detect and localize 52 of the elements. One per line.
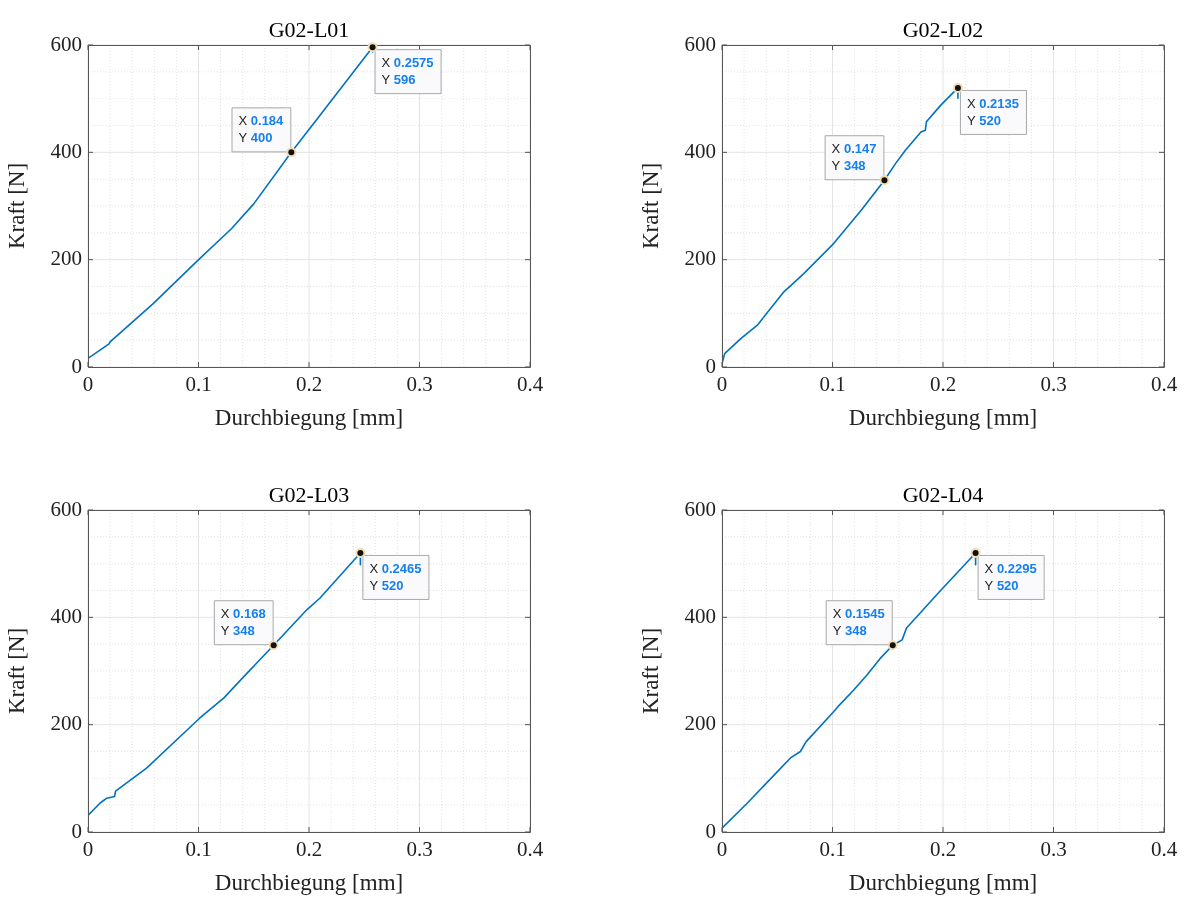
y-tick-label: 600 [50, 31, 82, 56]
y-tick-label: 0 [705, 353, 716, 378]
y-tick-label: 600 [50, 496, 82, 521]
x-tick-label: 0.3 [406, 372, 433, 397]
y-tick-label: 600 [684, 31, 716, 56]
y-axis-title: Kraft [N] [3, 627, 29, 715]
annotation: X 0.2135 Y 520 [966, 95, 1019, 128]
x-tick-label: 0.1 [185, 372, 212, 397]
y-tick-label: 400 [684, 138, 716, 163]
x-tick-label: 0.1 [819, 372, 846, 397]
annotation: X 0.168 Y 348 [220, 605, 266, 638]
x-tick-label: 0.2 [929, 837, 957, 862]
y-tick-label: 0 [71, 818, 82, 843]
x-tick-label: 0.1 [185, 837, 212, 862]
annotation: X 0.147 Y 348 [831, 140, 877, 173]
y-tick-label: 200 [50, 246, 82, 271]
x-tick-label: 0.3 [1040, 837, 1067, 862]
y-tick-label: 200 [684, 246, 716, 271]
x-tick-label: 0.4 [516, 372, 544, 397]
y-tick-label: 0 [71, 353, 82, 378]
annotation: X 0.2465 Y 520 [369, 560, 422, 593]
x-tick-label: 0.2 [295, 372, 323, 397]
chart-title: G02-L03 [268, 482, 350, 507]
y-tick-label: 400 [684, 603, 716, 628]
x-tick-label: 0.3 [1040, 372, 1067, 397]
annotation: X 0.2575 Y 596 [381, 54, 434, 87]
chart-title: G02-L04 [902, 482, 984, 507]
x-tick-label: 0.2 [295, 837, 323, 862]
y-tick-label: 600 [684, 496, 716, 521]
x-tick-label: 0.4 [1150, 372, 1178, 397]
x-tick-label: 0.4 [1150, 837, 1178, 862]
y-tick-label: 400 [50, 138, 82, 163]
x-axis-title: Durchbiegung [mm] [214, 870, 404, 896]
y-axis-title: Kraft [N] [637, 162, 663, 250]
y-tick-label: 200 [684, 711, 716, 736]
y-axis-title: Kraft [N] [637, 627, 663, 715]
x-tick-label: 0.1 [819, 837, 846, 862]
chart-title: G02-L01 [268, 17, 350, 42]
x-axis-title: Durchbiegung [mm] [214, 405, 404, 431]
y-tick-label: 200 [50, 711, 82, 736]
annotation: X 0.2295 Y 520 [984, 560, 1037, 593]
x-tick-label: 0.2 [929, 372, 957, 397]
y-tick-label: 400 [50, 603, 82, 628]
x-tick-label: 0.3 [406, 837, 433, 862]
chart-title: G02-L02 [902, 17, 984, 42]
y-tick-label: 0 [705, 818, 716, 843]
annotation: X 0.1545 Y 348 [832, 605, 885, 638]
x-axis-title: Durchbiegung [mm] [848, 405, 1038, 431]
annotation: X 0.184 Y 400 [238, 112, 285, 145]
x-axis-title: Durchbiegung [mm] [848, 870, 1038, 896]
y-axis-title: Kraft [N] [3, 162, 29, 250]
x-tick-label: 0.4 [516, 837, 544, 862]
